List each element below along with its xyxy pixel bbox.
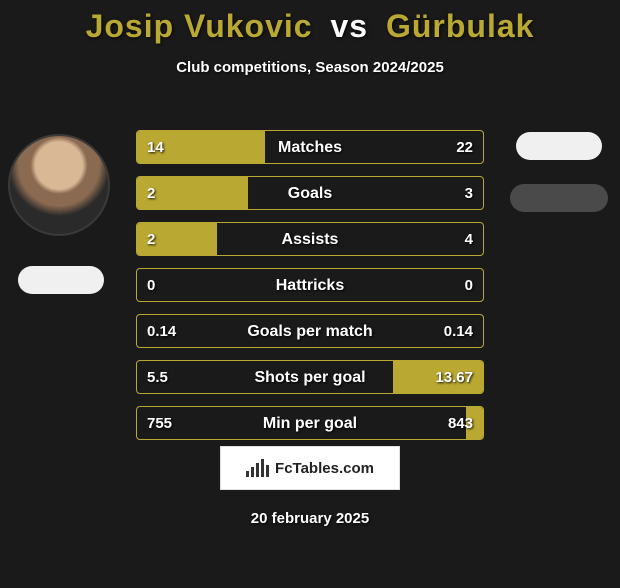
subtitle: Club competitions, Season 2024/2025 [0, 59, 620, 76]
watermark-bar [261, 459, 264, 477]
watermark-bar [256, 463, 259, 477]
watermark: FcTables.com [220, 446, 400, 490]
player2-badge-2 [510, 184, 608, 212]
player2-name: Gürbulak [386, 8, 534, 44]
stat-label: Min per goal [137, 407, 483, 440]
stat-label: Hattricks [137, 269, 483, 302]
stat-label: Goals per match [137, 315, 483, 348]
stat-row: 24Assists [136, 222, 484, 256]
stat-row: 1422Matches [136, 130, 484, 164]
date-label: 20 february 2025 [0, 510, 620, 527]
watermark-bar [251, 467, 254, 477]
stat-row: 0.140.14Goals per match [136, 314, 484, 348]
watermark-bars-icon [246, 459, 269, 477]
comparison-title: Josip Vukovic vs Gürbulak [0, 8, 620, 45]
watermark-text: FcTables.com [275, 460, 374, 477]
watermark-bar [266, 465, 269, 477]
watermark-bar [246, 471, 249, 477]
stat-row: 755843Min per goal [136, 406, 484, 440]
stat-label: Assists [137, 223, 483, 256]
stat-row: 23Goals [136, 176, 484, 210]
player1-badge [18, 266, 104, 294]
stat-row: 5.513.67Shots per goal [136, 360, 484, 394]
player1-avatar [8, 134, 110, 236]
stat-label: Shots per goal [137, 361, 483, 394]
player1-name: Josip Vukovic [86, 8, 313, 44]
comparison-rows: 1422Matches 23Goals 24Assists 00Hattricks 0.… [136, 130, 484, 452]
stat-label: Goals [137, 177, 483, 210]
stat-row: 00Hattricks [136, 268, 484, 302]
player2-badge-1 [516, 132, 602, 160]
vs-label: vs [330, 8, 368, 44]
stat-label: Matches [137, 131, 483, 164]
